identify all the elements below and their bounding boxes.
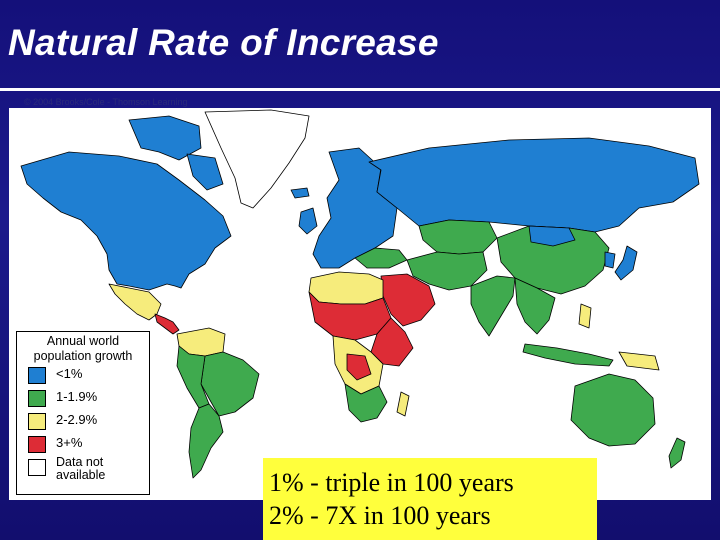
- region-central-asia: [418, 219, 498, 255]
- legend-label-high: 2-2.9%: [56, 412, 98, 427]
- legend-swatch-no-data: [28, 459, 46, 476]
- region-north-africa: [308, 271, 384, 305]
- region-indonesia: [522, 343, 614, 367]
- region-se-asia: [514, 277, 556, 335]
- legend-label-medium: 1-1.9%: [56, 389, 98, 404]
- region-greenland: [204, 109, 310, 209]
- slide-title: Natural Rate of Increase: [8, 22, 439, 63]
- legend-swatch-medium: [28, 390, 46, 407]
- region-iran: [406, 251, 488, 291]
- region-madagascar: [396, 391, 410, 417]
- region-arctic-islands: [128, 115, 202, 161]
- callout-line-2: 2% - 7X in 100 years: [269, 501, 491, 530]
- region-mongolia: [528, 225, 576, 247]
- region-russia: [368, 137, 700, 233]
- growth-callout-box: 1% - triple in 100 years 2% - 7X in 100 …: [263, 458, 597, 540]
- legend-item-low: <1%: [17, 364, 149, 387]
- legend-item-no-data: Data not available: [17, 455, 149, 482]
- legend-label-low: <1%: [56, 366, 83, 381]
- region-mexico: [108, 283, 162, 321]
- region-new-zealand: [668, 437, 686, 469]
- region-philippines: [578, 303, 592, 329]
- region-india: [470, 275, 516, 337]
- legend-label-no-data: Data not available: [56, 455, 106, 482]
- region-southern-africa: [344, 383, 388, 423]
- region-arabia: [380, 273, 436, 327]
- region-southern-cone: [188, 403, 224, 479]
- legend-item-very-high: 3+%: [17, 433, 149, 456]
- legend-swatch-high: [28, 413, 46, 430]
- region-japan: [614, 245, 638, 281]
- region-congo: [346, 353, 372, 381]
- region-australia: [570, 373, 656, 447]
- legend-title: Annual world population growth: [33, 334, 133, 363]
- legend-swatch-very-high: [28, 436, 46, 453]
- callout-line-1: 1% - triple in 100 years: [269, 468, 514, 497]
- region-baffin: [186, 153, 224, 191]
- region-iceland: [290, 187, 310, 199]
- world-map-canvas: [20, 109, 700, 479]
- legend-item-high: 2-2.9%: [17, 410, 149, 433]
- copyright-credit: © 2004 Brooks/Cole - Thomson Learning: [24, 97, 188, 107]
- region-korea: [604, 251, 616, 269]
- legend-item-medium: 1-1.9%: [17, 387, 149, 410]
- title-divider: [0, 88, 720, 91]
- legend-label-very-high: 3+%: [56, 435, 83, 450]
- region-brazil: [200, 351, 260, 417]
- region-new-guinea: [618, 351, 660, 371]
- region-central-america: [154, 313, 180, 335]
- map-legend: Annual world population growth <1% 1-1.9…: [16, 331, 150, 495]
- region-british-isles: [298, 207, 318, 235]
- legend-swatch-low: [28, 367, 46, 384]
- region-north-america: [20, 151, 232, 291]
